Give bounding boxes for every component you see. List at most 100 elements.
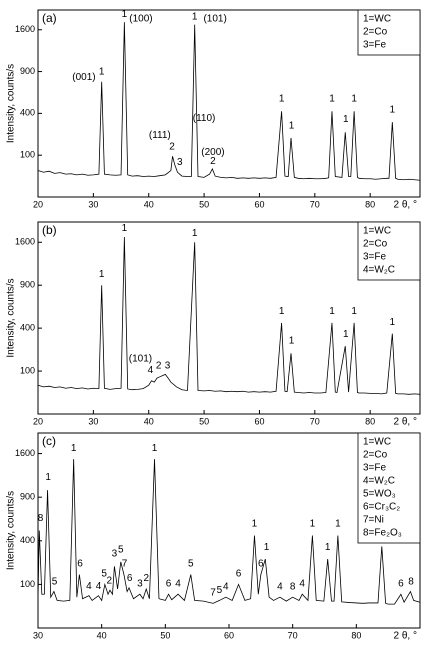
peak-label: 1 xyxy=(343,114,349,125)
legend-entry: 1=WC xyxy=(363,437,391,448)
legend-entry: 3=Fe xyxy=(363,463,387,474)
peak-label: (001) xyxy=(72,72,95,83)
peak-label: 5 xyxy=(118,544,124,555)
peak-label: 8 xyxy=(408,576,414,587)
peak-label: 1 xyxy=(343,329,349,340)
peak-label: (101) xyxy=(203,14,226,25)
peak-label: 1 xyxy=(152,443,158,454)
x-tick-label: 50 xyxy=(160,630,170,640)
peak-label: 5 xyxy=(217,585,223,596)
peak-label: 1 xyxy=(289,120,295,131)
peak-label: 1 xyxy=(390,104,396,115)
peak-label: 1 xyxy=(192,228,198,239)
x-tick-label: 70 xyxy=(288,630,298,640)
x-tick-label: 40 xyxy=(144,199,154,209)
peak-label: 7 xyxy=(210,588,216,599)
legend-entry: 2=Co xyxy=(363,450,388,461)
legend-box xyxy=(357,432,421,544)
peak-label: 1 xyxy=(252,519,258,530)
peak-label: 1 xyxy=(45,472,51,483)
y-axis-label: Intensity, counts/s xyxy=(6,64,17,143)
x-axis-label: 2 θ, ° xyxy=(394,631,417,642)
peak-label: 1 xyxy=(71,443,77,454)
peak-label: 1 xyxy=(335,519,341,530)
y-tick-label: 1600 xyxy=(15,448,35,458)
x-tick-label: 30 xyxy=(88,416,98,426)
peak-label: 1 xyxy=(192,12,198,23)
pattern-line xyxy=(37,22,421,181)
plot-frame xyxy=(37,9,421,198)
peak-label: 3 xyxy=(165,361,171,372)
peak-label: 7 xyxy=(122,558,128,569)
plot-frame xyxy=(37,221,421,415)
legend-entry: 1=WC xyxy=(363,14,391,25)
x-tick-label: 20 xyxy=(33,199,43,209)
peak-label: 1 xyxy=(279,94,285,105)
peak-label: 6 xyxy=(77,558,83,569)
peak-label: 4 xyxy=(86,581,92,592)
peak-label: 2 xyxy=(143,573,149,584)
peak-label: (110) xyxy=(193,113,216,124)
panel-label: (b) xyxy=(42,223,57,237)
peak-label: 1 xyxy=(122,223,128,234)
x-tick-label: 80 xyxy=(365,199,375,209)
peak-label: 2 xyxy=(169,142,175,153)
peak-label: 3 xyxy=(112,548,118,559)
x-tick-label: 70 xyxy=(310,199,320,209)
legend-entry: 5=WO₃ xyxy=(363,489,396,500)
legend-entry: 6=Cr₃C₂ xyxy=(363,502,400,513)
peak-label: 6 xyxy=(166,579,172,590)
legend-entry: 4=W₂C xyxy=(363,265,395,276)
peak-label: (101) xyxy=(129,353,152,364)
x-tick-label: 70 xyxy=(310,416,320,426)
peak-label: 1 xyxy=(390,317,396,328)
peak-label: 1 xyxy=(310,519,316,530)
y-tick-label: 900 xyxy=(20,492,35,502)
peak-label: 1 xyxy=(329,94,335,105)
peak-label: 6 xyxy=(127,573,133,584)
peak-label: 4 xyxy=(175,579,181,590)
peak-label: 1 xyxy=(325,542,331,553)
y-tick-label: 400 xyxy=(20,535,35,545)
peak-label: 3 xyxy=(177,157,183,168)
x-tick-label: 80 xyxy=(365,416,375,426)
y-tick-label: 100 xyxy=(20,579,35,589)
peak-label: 6 xyxy=(236,568,242,579)
y-tick-label: 1600 xyxy=(15,24,35,34)
y-tick-label: 1600 xyxy=(15,237,35,247)
x-tick-label: 30 xyxy=(33,630,43,640)
legend-entry: 4=W₂C xyxy=(363,476,395,487)
peak-label: 8 xyxy=(38,513,44,524)
peak-label: (111) xyxy=(149,130,171,141)
legend-box xyxy=(357,221,421,281)
x-tick-label: 60 xyxy=(224,630,234,640)
y-axis-label: Intensity, counts/s xyxy=(6,491,17,570)
x-axis-label: 2 θ, ° xyxy=(394,200,417,211)
peak-label: 2 xyxy=(156,361,162,372)
y-tick-label: 900 xyxy=(20,66,35,76)
y-tick-label: 400 xyxy=(20,323,35,333)
y-tick-label: 400 xyxy=(20,108,35,118)
peak-label: 4 xyxy=(299,579,305,590)
legend-entry: 2=Co xyxy=(363,27,388,38)
y-axis-label: Intensity, counts/s xyxy=(6,278,17,357)
x-tick-label: 40 xyxy=(144,416,154,426)
legend-entry: 3=Fe xyxy=(363,40,387,51)
peak-label: 5 xyxy=(101,568,107,579)
x-tick-label: 50 xyxy=(199,199,209,209)
legend-entry: 1=WC xyxy=(363,226,391,237)
panel-label: (c) xyxy=(42,434,56,448)
peak-label: 6 xyxy=(398,579,404,590)
x-tick-label: 30 xyxy=(88,199,98,209)
x-tick-label: 80 xyxy=(351,630,361,640)
legend-entry: 7=Ni xyxy=(363,515,384,526)
peak-label: 4 xyxy=(148,365,154,376)
peak-label: 1 xyxy=(99,66,105,77)
peak-label: 1 xyxy=(99,269,105,280)
x-tick-label: 60 xyxy=(254,416,264,426)
peak-label: 1 xyxy=(329,306,335,317)
y-tick-label: 100 xyxy=(20,365,35,375)
peak-label: 4 xyxy=(277,581,283,592)
legend-entry: 2=Co xyxy=(363,239,388,250)
